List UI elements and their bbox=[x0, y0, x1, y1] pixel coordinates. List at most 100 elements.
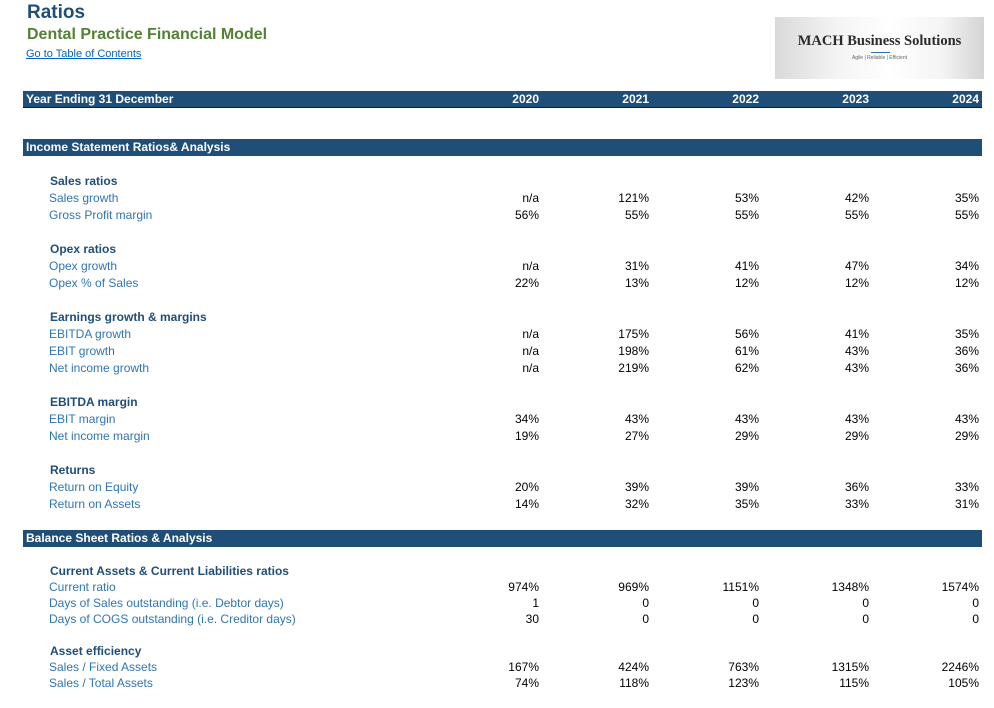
cell-value: 55% bbox=[734, 208, 759, 222]
cell-value: 42% bbox=[844, 191, 869, 205]
year-header-band: Year Ending 31 December 2020 2021 2022 2… bbox=[23, 91, 982, 108]
cell-value: 43% bbox=[844, 361, 869, 375]
cell-value: 198% bbox=[618, 344, 649, 358]
cell-value: 20% bbox=[514, 480, 539, 494]
cell-value: 1 bbox=[532, 596, 539, 610]
row-label: Days of Sales outstanding (i.e. Debtor d… bbox=[49, 596, 284, 610]
table-row: Return on Equity 20% 39% 39% 36% 33% bbox=[0, 479, 994, 496]
cell-value: 167% bbox=[508, 660, 539, 674]
cell-value: 62% bbox=[734, 361, 759, 375]
table-row: Sales growth n/a 121% 53% 42% 35% bbox=[0, 190, 994, 207]
row-label: Return on Equity bbox=[49, 480, 139, 494]
logo-divider bbox=[871, 52, 890, 53]
cell-value: 1348% bbox=[831, 580, 869, 594]
row-label: Opex % of Sales bbox=[49, 276, 139, 290]
company-logo: MACH Business Solutions Agile | Reliable… bbox=[775, 17, 984, 79]
year-header-2021: 2021 bbox=[622, 92, 649, 106]
cell-value: 19% bbox=[514, 429, 539, 443]
row-label: Net income margin bbox=[49, 429, 150, 443]
row-label: Gross Profit margin bbox=[49, 208, 153, 222]
page-title: Ratios bbox=[27, 2, 86, 23]
row-label: EBIT margin bbox=[49, 412, 116, 426]
cell-value: 763% bbox=[728, 660, 759, 674]
cell-value: 53% bbox=[734, 191, 759, 205]
cell-value: n/a bbox=[522, 327, 539, 341]
table-row: Net income growth n/a 219% 62% 43% 36% bbox=[0, 360, 994, 377]
row-label: Return on Assets bbox=[49, 497, 141, 511]
table-row: Sales / Fixed Assets 167% 424% 763% 1315… bbox=[0, 659, 994, 676]
cell-value: 36% bbox=[844, 480, 869, 494]
cell-value: 41% bbox=[844, 327, 869, 341]
table-row: Net income margin 19% 27% 29% 29% 29% bbox=[0, 428, 994, 445]
cell-value: 22% bbox=[514, 276, 539, 290]
logo-tagline: Agile | Reliable | Efficient bbox=[851, 55, 908, 61]
group-title: Opex ratios bbox=[50, 242, 117, 256]
group-title: EBITDA margin bbox=[50, 395, 138, 409]
cell-value: 36% bbox=[954, 361, 979, 375]
cell-value: n/a bbox=[522, 259, 539, 273]
row-label: Days of COGS outstanding (i.e. Creditor … bbox=[49, 612, 296, 626]
row-label: Net income growth bbox=[49, 361, 150, 375]
cell-value: 123% bbox=[728, 676, 759, 690]
group-header-current-ratios: Current Assets & Current Liabilities rat… bbox=[0, 563, 994, 580]
cell-value: 0 bbox=[642, 596, 649, 610]
year-header-2020: 2020 bbox=[512, 92, 539, 106]
table-row: EBITDA growth n/a 175% 56% 41% 35% bbox=[0, 326, 994, 343]
cell-value: 55% bbox=[624, 208, 649, 222]
group-header-asset-efficiency: Asset efficiency bbox=[0, 643, 994, 660]
table-row: Opex growth n/a 31% 41% 47% 34% bbox=[0, 258, 994, 275]
section-title: Balance Sheet Ratios & Analysis bbox=[26, 531, 213, 545]
group-title: Current Assets & Current Liabilities rat… bbox=[50, 564, 289, 578]
cell-value: 47% bbox=[844, 259, 869, 273]
group-title: Sales ratios bbox=[50, 174, 118, 188]
group-header-opex-ratios: Opex ratios bbox=[0, 241, 994, 258]
table-row: Opex % of Sales 22% 13% 12% 12% 12% bbox=[0, 275, 994, 292]
cell-value: 2246% bbox=[941, 660, 979, 674]
balance-sheet-section-header: Balance Sheet Ratios & Analysis bbox=[23, 530, 982, 547]
page-subtitle: Dental Practice Financial Model bbox=[27, 26, 268, 43]
row-label: Sales / Fixed Assets bbox=[49, 660, 158, 674]
cell-value: 36% bbox=[954, 344, 979, 358]
cell-value: 175% bbox=[618, 327, 649, 341]
cell-value: 43% bbox=[624, 412, 649, 426]
cell-value: 118% bbox=[619, 676, 649, 690]
table-row: Days of Sales outstanding (i.e. Debtor d… bbox=[0, 595, 994, 612]
table-row: Gross Profit margin 56% 55% 55% 55% 55% bbox=[0, 207, 994, 224]
cell-value: 12% bbox=[954, 276, 979, 290]
cell-value: 29% bbox=[844, 429, 869, 443]
cell-value: 43% bbox=[954, 412, 979, 426]
cell-value: n/a bbox=[522, 191, 539, 205]
cell-value: 219% bbox=[618, 361, 649, 375]
cell-value: 12% bbox=[734, 276, 759, 290]
cell-value: 14% bbox=[514, 497, 539, 511]
cell-value: 1151% bbox=[722, 580, 759, 594]
cell-value: 34% bbox=[954, 259, 979, 273]
cell-value: 13% bbox=[624, 276, 649, 290]
cell-value: 121% bbox=[618, 191, 649, 205]
cell-value: 0 bbox=[972, 596, 979, 610]
group-title: Asset efficiency bbox=[50, 644, 142, 658]
table-row: EBIT growth n/a 198% 61% 43% 36% bbox=[0, 343, 994, 360]
cell-value: 974% bbox=[508, 580, 539, 594]
year-header-2024: 2024 bbox=[952, 92, 979, 106]
cell-value: 33% bbox=[954, 480, 979, 494]
cell-value: 56% bbox=[734, 327, 759, 341]
row-label: Opex growth bbox=[49, 259, 118, 273]
cell-value: 0 bbox=[862, 612, 869, 626]
group-header-earnings-growth: Earnings growth & margins bbox=[0, 309, 994, 326]
row-label: Sales / Total Assets bbox=[49, 676, 153, 690]
table-row: Days of COGS outstanding (i.e. Creditor … bbox=[0, 611, 994, 628]
cell-value: 56% bbox=[514, 208, 539, 222]
cell-value: 32% bbox=[624, 497, 649, 511]
cell-value: 12% bbox=[844, 276, 869, 290]
logo-name: MACH Business Solutions bbox=[797, 33, 962, 49]
cell-value: 74% bbox=[514, 676, 539, 690]
cell-value: n/a bbox=[522, 344, 539, 358]
cell-value: 35% bbox=[954, 327, 979, 341]
row-label: Current ratio bbox=[49, 580, 116, 594]
cell-value: 43% bbox=[844, 412, 869, 426]
cell-value: n/a bbox=[522, 361, 539, 375]
group-header-ebitda-margin: EBITDA margin bbox=[0, 394, 994, 411]
table-of-contents-link[interactable]: Go to Table of Contents bbox=[26, 48, 142, 60]
year-header-2023: 2023 bbox=[842, 92, 869, 106]
